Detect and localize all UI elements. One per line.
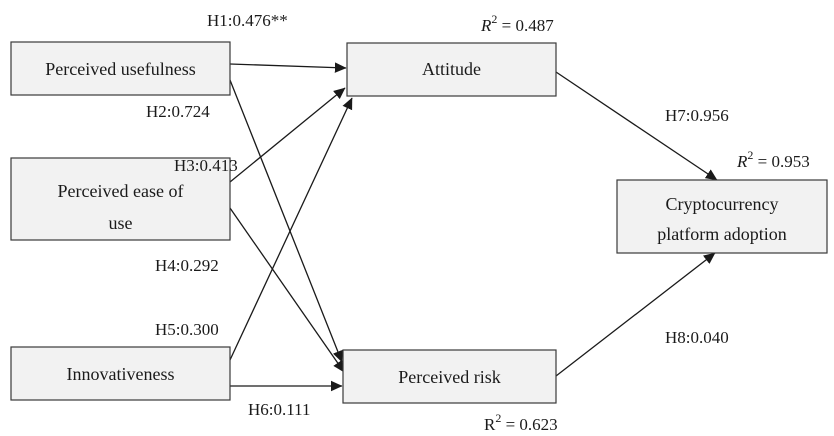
arrow-h4 <box>229 207 345 373</box>
path-arrows <box>229 62 718 392</box>
label-h7: H7:0.956 <box>665 106 729 125</box>
label-h4: H4:0.292 <box>155 256 219 275</box>
arrow-h3 <box>229 87 346 183</box>
label-h3: H3:0.413 <box>174 156 238 175</box>
label-h8: H8:0.040 <box>665 328 729 347</box>
r-symbol: R <box>484 415 496 434</box>
r-superscript: 2 <box>495 411 501 425</box>
node-label: Perceived risk <box>398 367 500 387</box>
node-label-line-2: platform adoption <box>657 224 786 244</box>
arrow-h5 <box>229 97 353 361</box>
label-h2: H2:0.724 <box>146 102 210 121</box>
r-value: = 0.953 <box>753 152 809 171</box>
node-label-line-1: Perceived ease of <box>58 181 184 201</box>
label-h1: H1:0.476** <box>207 11 288 30</box>
node-label: Perceived usefulness <box>45 59 195 79</box>
arrow-h2 <box>229 79 343 363</box>
node-label: Attitude <box>422 59 481 79</box>
r-squared-adoption: R2 = 0.953 <box>736 148 810 171</box>
path-labels: H1:0.476** H2:0.724 H3:0.413 H4:0.292 H5… <box>146 11 729 419</box>
r-value: = 0.623 <box>501 415 557 434</box>
r-value: = 0.487 <box>497 16 554 35</box>
node-perceived-ease-of-use: Perceived ease of use <box>10 157 231 241</box>
label-h5: H5:0.300 <box>155 320 219 339</box>
node-label: Innovativeness <box>67 364 175 384</box>
r-symbol: R <box>736 152 748 171</box>
node-label-line-1: Cryptocurrency <box>666 194 779 214</box>
r-squared-attitude: R2 = 0.487 <box>480 12 554 35</box>
r-symbol: R <box>480 16 492 35</box>
r-squared-labels: R2 = 0.487 R2 = 0.953 R2 = 0.623 <box>480 12 810 434</box>
node-innovativeness: Innovativeness <box>10 346 231 401</box>
arrow-h1 <box>229 62 347 73</box>
r-superscript: 2 <box>747 148 753 162</box>
node-perceived-usefulness: Perceived usefulness <box>10 41 231 96</box>
node-cryptocurrency-platform-adoption: Cryptocurrency platform adoption <box>616 179 828 254</box>
node-label-line-2: use <box>109 213 133 233</box>
label-h6: H6:0.111 <box>248 400 311 419</box>
arrow-h8 <box>555 252 716 377</box>
node-perceived-risk: Perceived risk <box>342 349 557 404</box>
r-superscript: 2 <box>491 12 497 26</box>
arrow-h7 <box>555 71 718 181</box>
r-squared-perceived-risk: R2 = 0.623 <box>484 411 558 434</box>
node-attitude: Attitude <box>346 42 557 97</box>
